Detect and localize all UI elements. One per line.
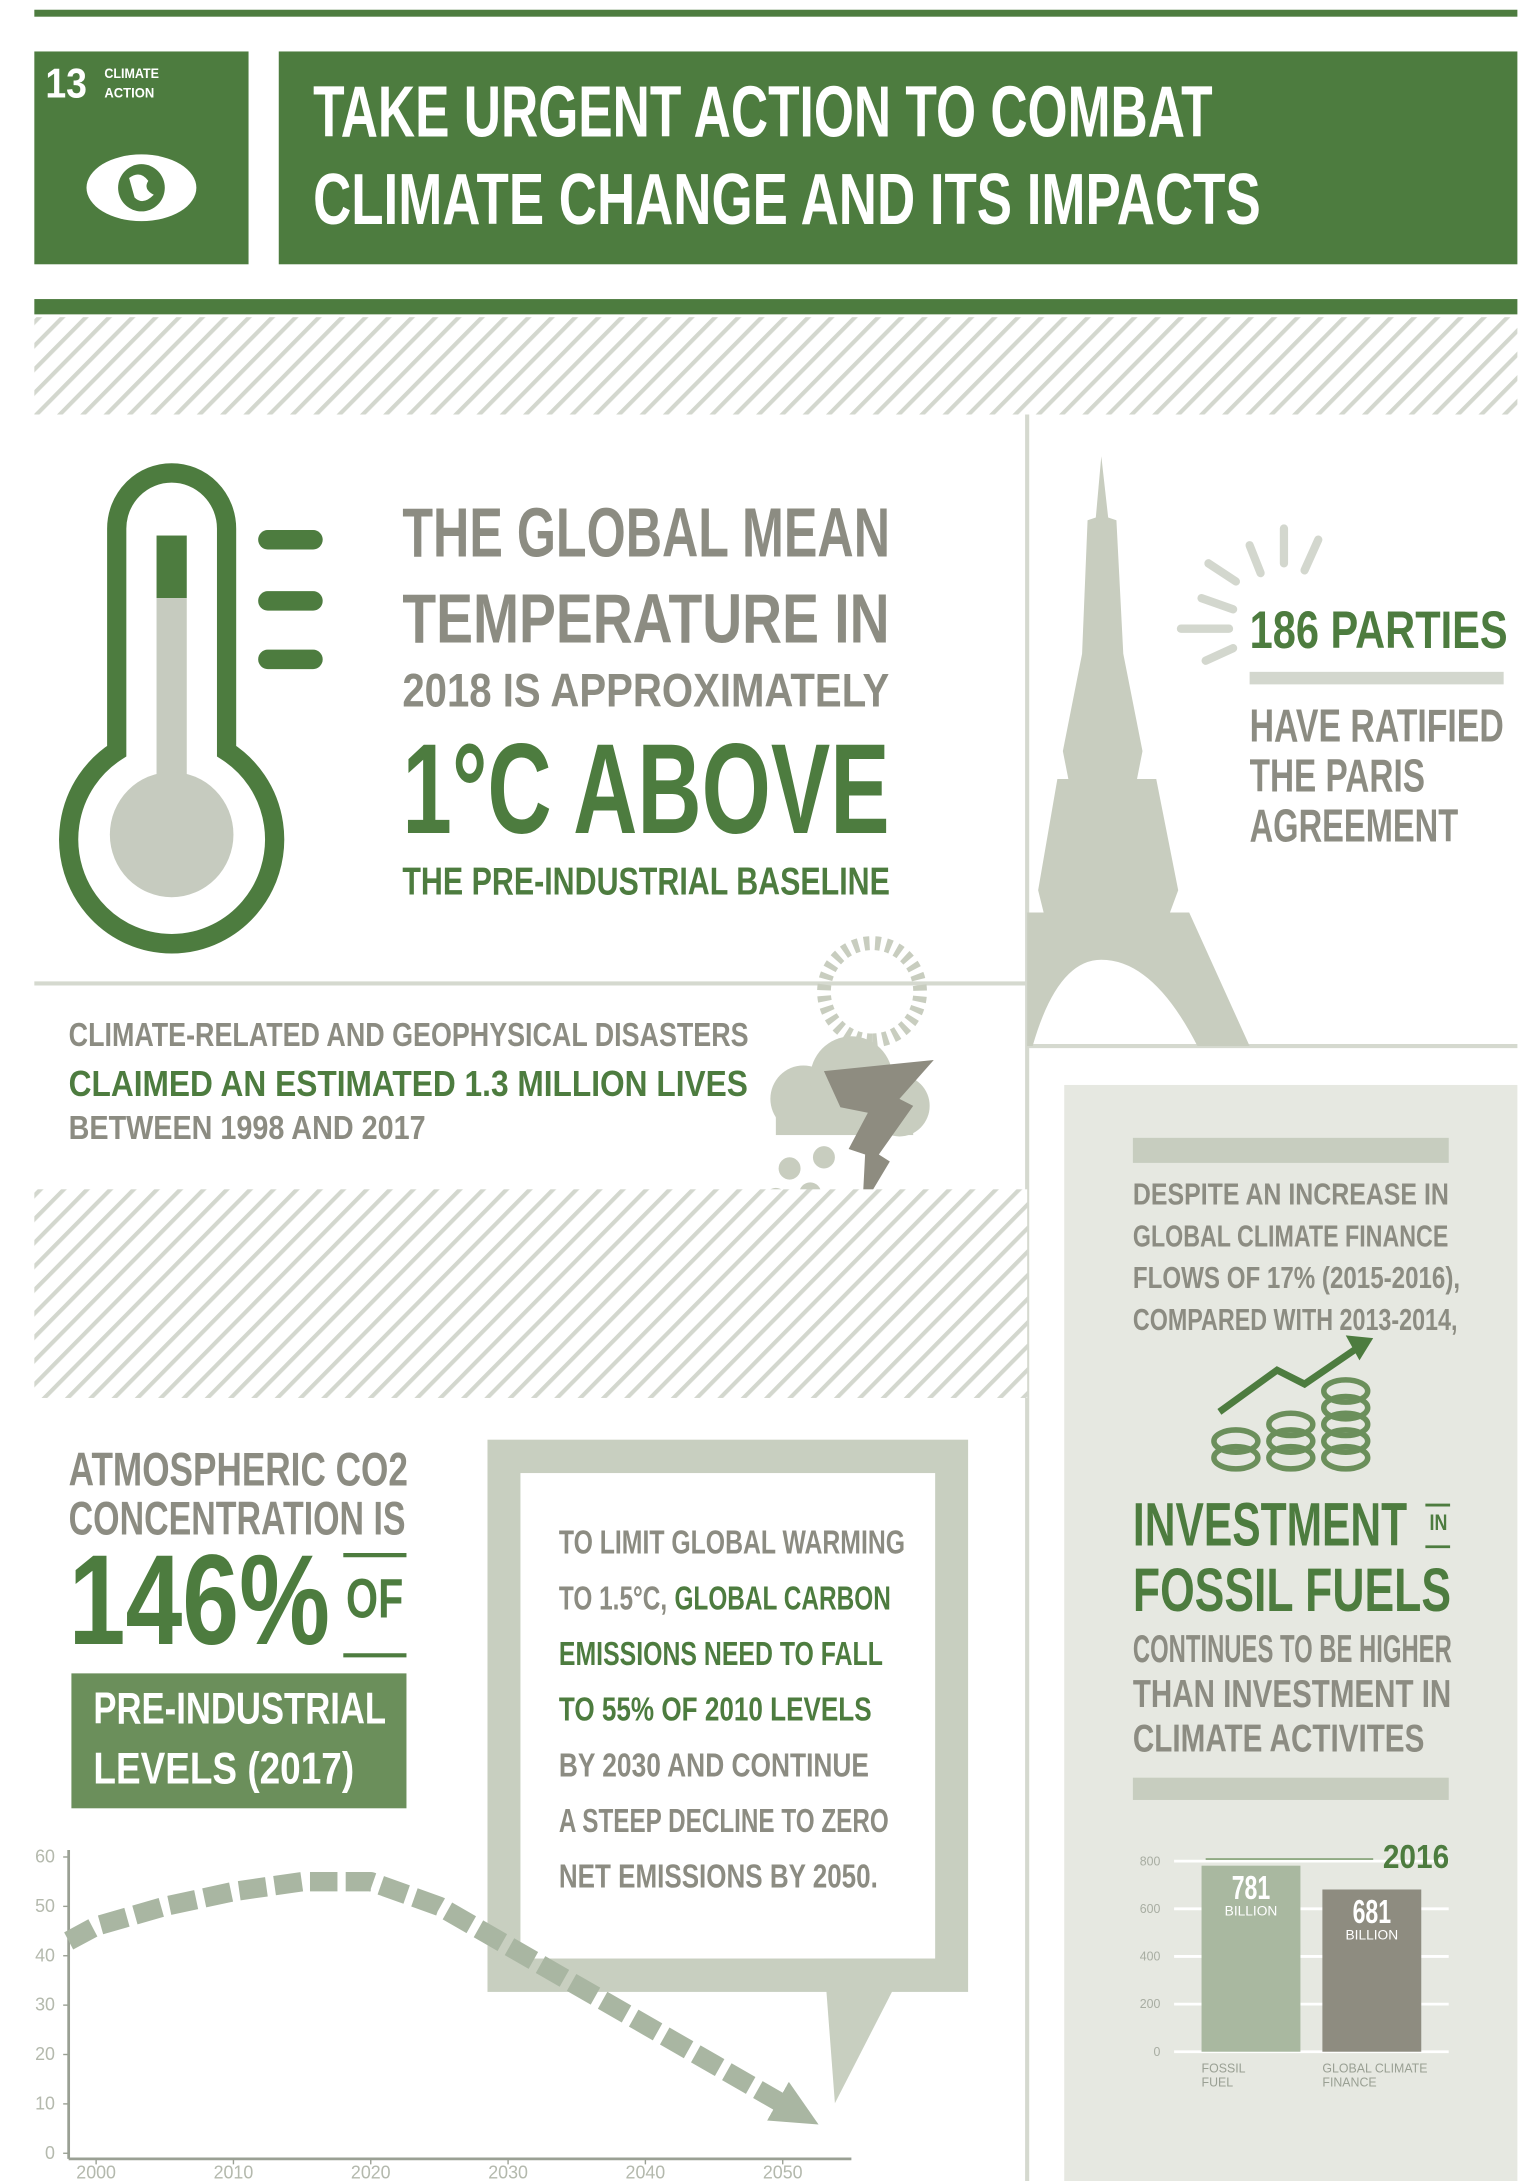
target-line: EMISSIONS NEED TO FALL bbox=[559, 1639, 883, 1672]
title: TAKE URGENT ACTION TO COMBAT bbox=[313, 77, 1212, 149]
paris-text: HAVE RATIFIED bbox=[1250, 702, 1504, 748]
hatch-band bbox=[34, 1189, 1027, 1398]
target-line: BY 2030 AND CONTINUE bbox=[559, 1750, 869, 1783]
finance-text: THAN INVESTMENT IN bbox=[1133, 1675, 1451, 1714]
rule bbox=[34, 299, 1517, 314]
value-unit: BILLION bbox=[1346, 1926, 1399, 1942]
target-text: BY 2030 AND CONTINUE bbox=[559, 1747, 869, 1785]
x-tick-label: 2010 bbox=[214, 2162, 254, 2181]
underline bbox=[1250, 672, 1504, 685]
target-line: TO 1.5°C,GLOBAL CARBON bbox=[559, 1583, 891, 1616]
target-text: GLOBAL CARBON bbox=[674, 1580, 890, 1618]
target-text: A STEEP DECLINE TO ZERO bbox=[559, 1803, 889, 1841]
eiffel-tower bbox=[1027, 456, 1249, 1046]
target-line: A STEEP DECLINE TO ZERO bbox=[559, 1806, 889, 1839]
goal-number: 13 bbox=[45, 64, 87, 106]
finance-intro: DESPITE AN INCREASE IN bbox=[1133, 1180, 1449, 1211]
category-label: GLOBAL CLIMATE FINANCE bbox=[1322, 2063, 1446, 2091]
y-tick-label: 60 bbox=[35, 1846, 55, 1866]
target-line: TO LIMIT GLOBAL WARMING bbox=[559, 1527, 905, 1560]
y-tick-label: 50 bbox=[35, 1896, 55, 1916]
y-tick-label: 10 bbox=[35, 2093, 55, 2113]
paris-text: AGREEMENT bbox=[1250, 803, 1459, 849]
temperature-text: 2018 IS APPROXIMATELY bbox=[402, 668, 889, 715]
thermometer-bulb bbox=[110, 772, 234, 897]
value-label: 781 bbox=[1232, 1870, 1271, 1907]
x-tick-label: 2030 bbox=[488, 2162, 528, 2181]
y-tick-label: 0 bbox=[1153, 2045, 1160, 2059]
co2-box-text: LEVELS (2017) bbox=[93, 1746, 354, 1791]
sun-icon bbox=[824, 943, 920, 1040]
panel-bar bbox=[1133, 1778, 1449, 1800]
panel-bar bbox=[1133, 1138, 1449, 1163]
thermometer-ticks bbox=[268, 540, 313, 660]
temperature-text: THE GLOBAL MEAN bbox=[402, 498, 890, 568]
temperature-text: 1°C ABOVE bbox=[402, 726, 889, 854]
y-tick-label: 0 bbox=[45, 2143, 55, 2163]
value-unit: BILLION bbox=[1225, 1903, 1278, 1919]
chart-title: 2016 bbox=[1383, 1842, 1449, 1875]
target-line: NET EMISSIONS BY 2050. bbox=[559, 1861, 878, 1894]
target-line: TO 55% OF 2010 LEVELS bbox=[559, 1694, 872, 1727]
y-tick-label: 800 bbox=[1140, 1854, 1161, 1868]
title: CLIMATE CHANGE AND ITS IMPACTS bbox=[313, 164, 1261, 236]
disasters-text: BETWEEN 1998 AND 2017 bbox=[69, 1113, 426, 1146]
x-tick-label: 2020 bbox=[351, 2162, 391, 2181]
temperature-text: THE PRE-INDUSTRIAL BASELINE bbox=[402, 862, 890, 901]
x-tick-label: 2000 bbox=[76, 2162, 116, 2181]
value-label: 681 bbox=[1353, 1894, 1392, 1931]
finance-intro: COMPARED WITH 2013-2014, bbox=[1133, 1305, 1458, 1336]
target-text: TO 55% OF 2010 LEVELS bbox=[559, 1691, 872, 1729]
y-tick-label: 20 bbox=[35, 2044, 55, 2064]
target-text: TO LIMIT GLOBAL WARMING bbox=[559, 1525, 905, 1563]
co2-box-text: PRE-INDUSTRIAL bbox=[93, 1686, 386, 1731]
disasters-text: CLAIMED AN ESTIMATED 1.3 MILLION LIVES bbox=[69, 1066, 748, 1102]
category-label: FOSSIL FUEL bbox=[1202, 2063, 1257, 2091]
y-tick-label: 400 bbox=[1140, 1950, 1161, 1964]
target-text: EMISSIONS NEED TO FALL bbox=[559, 1636, 883, 1674]
bubble-tail bbox=[824, 1959, 909, 2104]
top-rule bbox=[34, 10, 1517, 17]
co2-figure: 146% bbox=[69, 1537, 330, 1665]
co2-of: OF bbox=[346, 1572, 403, 1628]
thermometer-tube bbox=[157, 598, 187, 779]
y-tick-label: 30 bbox=[35, 1995, 55, 2015]
infographic: 0102030405060200020102020203020402050020… bbox=[0, 0, 1538, 2181]
goal-name: CLIMATE bbox=[104, 68, 159, 82]
y-tick-label: 200 bbox=[1140, 1997, 1161, 2011]
thermometer-level bbox=[157, 536, 187, 599]
finance-headline: INVESTMENT bbox=[1133, 1495, 1407, 1556]
x-tick-label: 2040 bbox=[626, 2162, 666, 2181]
x-tick-label: 2050 bbox=[763, 2162, 803, 2181]
goal-name: ACTION bbox=[104, 88, 154, 102]
finance-headline: FOSSIL FUELS bbox=[1133, 1561, 1451, 1622]
finance-intro: FLOWS OF 17% (2015-2016), bbox=[1133, 1263, 1460, 1294]
finance-in: IN bbox=[1430, 1513, 1448, 1535]
cloud-icon bbox=[765, 1036, 930, 1210]
target-text: TO 1.5°C, bbox=[559, 1580, 667, 1618]
finance-intro: GLOBAL CLIMATE FINANCE bbox=[1133, 1221, 1448, 1252]
headline: 186 PARTIES bbox=[1250, 605, 1508, 658]
temperature-text: TEMPERATURE IN bbox=[402, 584, 889, 654]
hatch-band bbox=[34, 317, 1517, 414]
y-tick-label: 40 bbox=[35, 1945, 55, 1965]
paris-text: THE PARIS bbox=[1250, 753, 1425, 799]
y-tick-label: 600 bbox=[1140, 1902, 1161, 1916]
finance-text: CONTINUES TO BE HIGHER bbox=[1133, 1630, 1452, 1669]
disasters-text: CLIMATE-RELATED AND GEOPHYSICAL DISASTER… bbox=[69, 1020, 749, 1053]
co2-text: ATMOSPHERIC CO2 bbox=[69, 1447, 408, 1494]
finance-text: CLIMATE ACTIVITES bbox=[1133, 1719, 1424, 1758]
target-text: NET EMISSIONS BY 2050. bbox=[559, 1858, 878, 1896]
